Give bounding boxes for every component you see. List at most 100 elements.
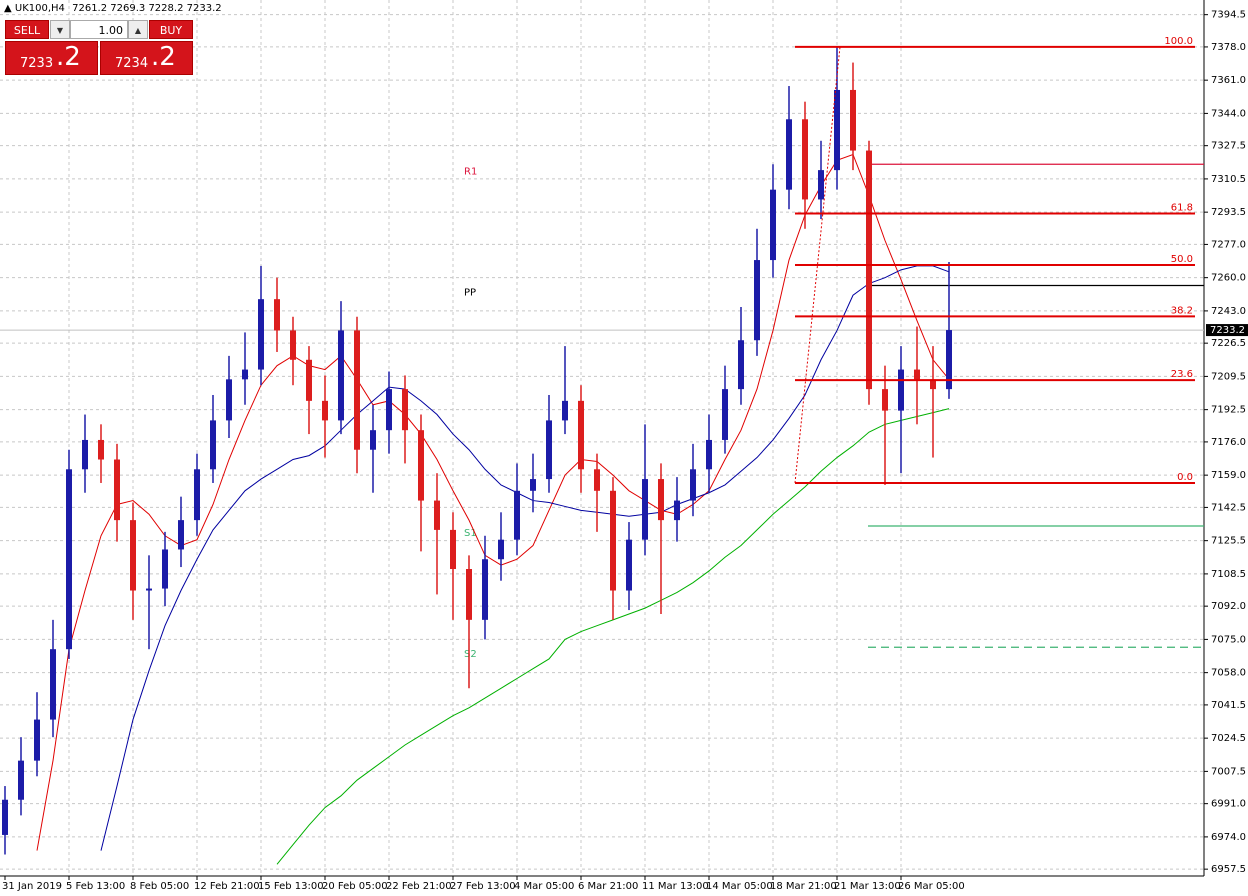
candle-body xyxy=(130,520,136,591)
candle-body xyxy=(658,479,664,521)
candle-body xyxy=(226,379,232,421)
fib-trend xyxy=(794,46,841,484)
y-tick-label: 7058.0 xyxy=(1211,668,1246,679)
candle-body xyxy=(98,439,104,460)
x-tick-label: 22 Feb 21:00 xyxy=(386,881,452,892)
candle-body xyxy=(418,430,424,501)
bid-main: 7233 xyxy=(20,56,54,71)
x-tick-label: 21 Mar 13:00 xyxy=(834,881,901,892)
fib-label: 100.0 xyxy=(1164,36,1193,47)
sell-button[interactable]: SELL xyxy=(5,20,49,39)
x-tick-label: 4 Mar 05:00 xyxy=(514,881,574,892)
ask-main: 7234 xyxy=(115,56,149,71)
candle-body xyxy=(834,89,840,171)
volume-input[interactable]: 1.00 xyxy=(70,20,128,39)
fib-label: 23.6 xyxy=(1171,369,1193,380)
candle-body xyxy=(754,260,760,341)
candle-body xyxy=(882,389,888,411)
candle-body xyxy=(34,719,40,761)
candle-body xyxy=(514,490,520,540)
y-tick-label: 6991.0 xyxy=(1211,799,1246,810)
y-tick-label: 7226.5 xyxy=(1211,338,1246,349)
volume-up[interactable]: ▲ xyxy=(128,20,148,39)
bid-frac: .2 xyxy=(56,42,81,72)
candle-body xyxy=(866,150,872,390)
x-tick-label: 18 Mar 21:00 xyxy=(770,881,837,892)
y-tick-label: 7209.5 xyxy=(1211,371,1246,382)
candle-body xyxy=(386,389,392,431)
y-tick-label: 7378.0 xyxy=(1211,42,1246,53)
price-tag-label: 7233.2 xyxy=(1210,325,1245,336)
price-tag xyxy=(1206,324,1248,337)
fib-label: 0.0 xyxy=(1177,472,1193,483)
pivot-label: R1 xyxy=(464,166,477,177)
candle-body xyxy=(290,330,296,360)
moving-average xyxy=(36,153,950,851)
y-tick-label: 7108.5 xyxy=(1211,569,1246,580)
x-tick-label: 31 Jan 2019 xyxy=(2,881,62,892)
candle-body xyxy=(530,479,536,491)
candle-body xyxy=(690,469,696,501)
candle-body xyxy=(354,330,360,450)
candle-body xyxy=(274,299,280,331)
x-tick-label: 26 Mar 05:00 xyxy=(898,881,965,892)
candle-body xyxy=(66,469,72,650)
x-tick-label: 11 Mar 13:00 xyxy=(642,881,709,892)
candle-body xyxy=(82,439,88,470)
y-tick-label: 7277.0 xyxy=(1211,239,1246,250)
candle-body xyxy=(722,389,728,440)
x-tick-label: 12 Feb 21:00 xyxy=(194,881,260,892)
candle-body xyxy=(930,379,936,390)
candle-body xyxy=(178,520,184,550)
chart-header: ▲ UK100,H4 7261.2 7269.3 7228.2 7233.2 xyxy=(4,3,222,14)
candle-body xyxy=(706,439,712,470)
candle-body xyxy=(258,299,264,370)
pivot-label: PP xyxy=(464,287,476,298)
candle-body xyxy=(578,400,584,470)
candle-body xyxy=(114,459,120,521)
candle-body xyxy=(370,430,376,450)
volume-down[interactable]: ▼ xyxy=(50,20,70,39)
candle-body xyxy=(946,330,952,390)
candle-body xyxy=(802,119,808,200)
y-tick-label: 7361.0 xyxy=(1211,75,1246,86)
candle-body xyxy=(322,400,328,421)
candle-body xyxy=(594,469,600,491)
ask-frac: .2 xyxy=(151,42,176,72)
candle-body xyxy=(898,369,904,411)
candle-body xyxy=(818,170,824,200)
fib-label: 38.2 xyxy=(1171,305,1193,316)
candle-body xyxy=(642,479,648,540)
ask-box[interactable]: 7234.2 xyxy=(100,41,193,75)
y-tick-label: 7293.5 xyxy=(1211,207,1246,218)
bid-box[interactable]: 7233.2 xyxy=(5,41,98,75)
y-tick-label: 7192.5 xyxy=(1211,405,1246,416)
y-tick-label: 7142.5 xyxy=(1211,502,1246,513)
candle-body xyxy=(306,359,312,401)
header-ohlc: 7261.2 7269.3 7228.2 7233.2 xyxy=(72,3,222,14)
moving-average xyxy=(276,408,950,865)
candle-body xyxy=(162,549,168,589)
candle-body xyxy=(194,469,200,521)
y-tick-label: 7243.0 xyxy=(1211,306,1246,317)
candle-body xyxy=(434,500,440,530)
candle-body xyxy=(146,588,152,591)
fib-label: 50.0 xyxy=(1171,254,1193,265)
x-tick-label: 27 Feb 13:00 xyxy=(450,881,516,892)
candle-body xyxy=(50,649,56,720)
y-tick-label: 7327.5 xyxy=(1211,141,1246,152)
x-tick-label: 15 Feb 13:00 xyxy=(258,881,324,892)
candle-body xyxy=(450,529,456,570)
y-tick-label: 7092.0 xyxy=(1211,601,1246,612)
candle-body xyxy=(498,539,504,560)
y-tick-label: 6957.5 xyxy=(1211,864,1246,875)
y-tick-label: 7159.0 xyxy=(1211,470,1246,481)
buy-button[interactable]: BUY xyxy=(149,20,193,39)
candle-body xyxy=(610,490,616,591)
candle-body xyxy=(546,420,552,480)
y-tick-label: 7041.5 xyxy=(1211,700,1246,711)
candle-body xyxy=(466,569,472,620)
pivot-label: S1 xyxy=(464,528,477,539)
